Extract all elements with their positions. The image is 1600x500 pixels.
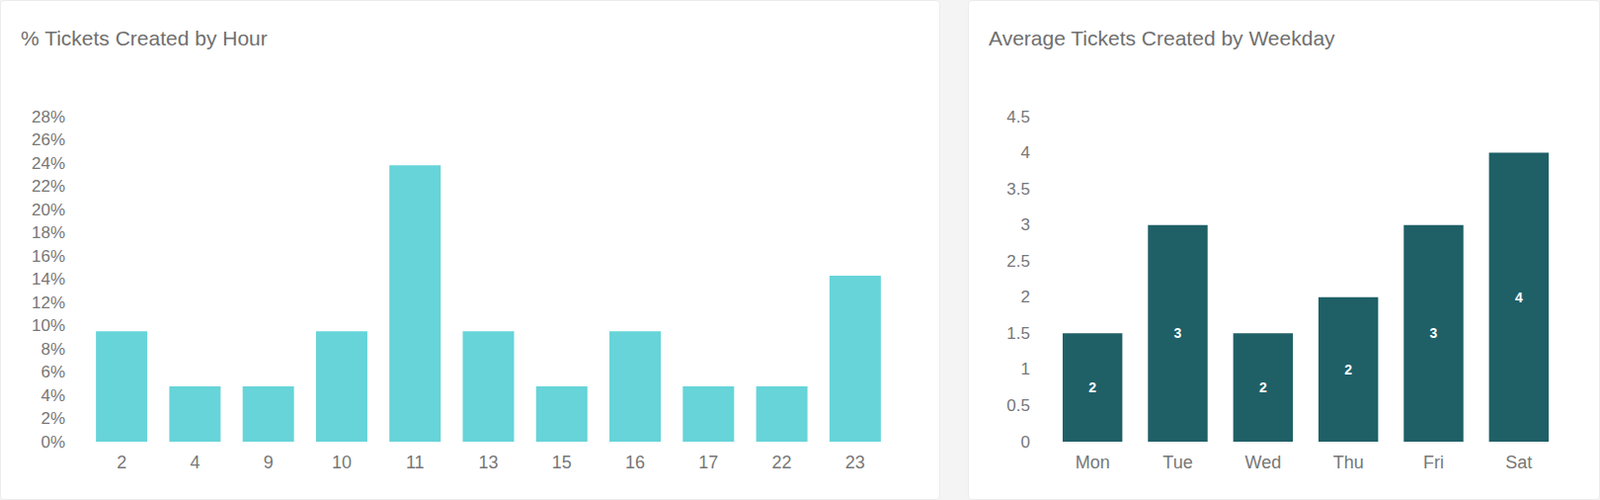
svg-text:22%: 22% xyxy=(31,176,66,196)
svg-text:4: 4 xyxy=(189,452,200,473)
svg-text:12%: 12% xyxy=(31,293,66,313)
svg-text:1.5: 1.5 xyxy=(1006,323,1031,343)
svg-text:3: 3 xyxy=(1021,215,1031,235)
svg-text:6%: 6% xyxy=(40,362,66,382)
svg-text:4%: 4% xyxy=(40,386,66,405)
svg-text:% Tickets Created by Hour: % Tickets Created by Hour xyxy=(20,26,268,50)
svg-text:15: 15 xyxy=(552,452,572,473)
svg-text:20%: 20% xyxy=(31,200,66,220)
svg-text:2: 2 xyxy=(1259,379,1268,396)
svg-text:14%: 14% xyxy=(31,269,66,289)
svg-text:11: 11 xyxy=(405,452,425,473)
svg-text:2: 2 xyxy=(1021,287,1031,307)
svg-text:28%: 28% xyxy=(31,107,66,127)
svg-text:0.5: 0.5 xyxy=(1006,396,1031,415)
svg-text:17: 17 xyxy=(698,452,719,473)
svg-text:Average Tickets Created by Wee: Average Tickets Created by Weekday xyxy=(988,26,1336,50)
svg-text:Wed: Wed xyxy=(1244,452,1281,473)
svg-text:16%: 16% xyxy=(31,246,66,266)
svg-text:0%: 0% xyxy=(40,432,66,452)
svg-text:2%: 2% xyxy=(40,408,66,428)
svg-text:2.5: 2.5 xyxy=(1006,251,1031,271)
svg-text:22: 22 xyxy=(772,452,793,473)
svg-text:10%: 10% xyxy=(31,316,66,335)
svg-text:24%: 24% xyxy=(31,154,66,173)
svg-text:2: 2 xyxy=(1344,361,1353,378)
svg-text:4.5: 4.5 xyxy=(1006,107,1031,127)
svg-text:8%: 8% xyxy=(40,339,66,359)
svg-text:Mon: Mon xyxy=(1075,452,1111,473)
svg-text:4: 4 xyxy=(1515,289,1523,306)
svg-text:3.5: 3.5 xyxy=(1006,179,1031,199)
svg-text:3: 3 xyxy=(1174,324,1183,341)
svg-text:4: 4 xyxy=(1021,143,1031,162)
svg-text:Thu: Thu xyxy=(1333,452,1364,473)
svg-text:23: 23 xyxy=(845,452,866,473)
svg-text:2: 2 xyxy=(1088,379,1097,396)
svg-text:2: 2 xyxy=(116,452,127,473)
svg-text:Fri: Fri xyxy=(1423,452,1444,473)
svg-text:10: 10 xyxy=(331,452,352,473)
svg-text:26%: 26% xyxy=(31,130,66,150)
svg-text:18%: 18% xyxy=(31,223,66,242)
svg-text:16: 16 xyxy=(625,452,645,473)
svg-text:9: 9 xyxy=(263,452,274,473)
svg-text:13: 13 xyxy=(478,452,498,473)
svg-text:Sat: Sat xyxy=(1505,452,1532,473)
svg-text:0: 0 xyxy=(1021,432,1031,452)
svg-text:1: 1 xyxy=(1021,359,1031,379)
svg-text:Tue: Tue xyxy=(1162,452,1193,473)
svg-text:3: 3 xyxy=(1430,324,1439,341)
